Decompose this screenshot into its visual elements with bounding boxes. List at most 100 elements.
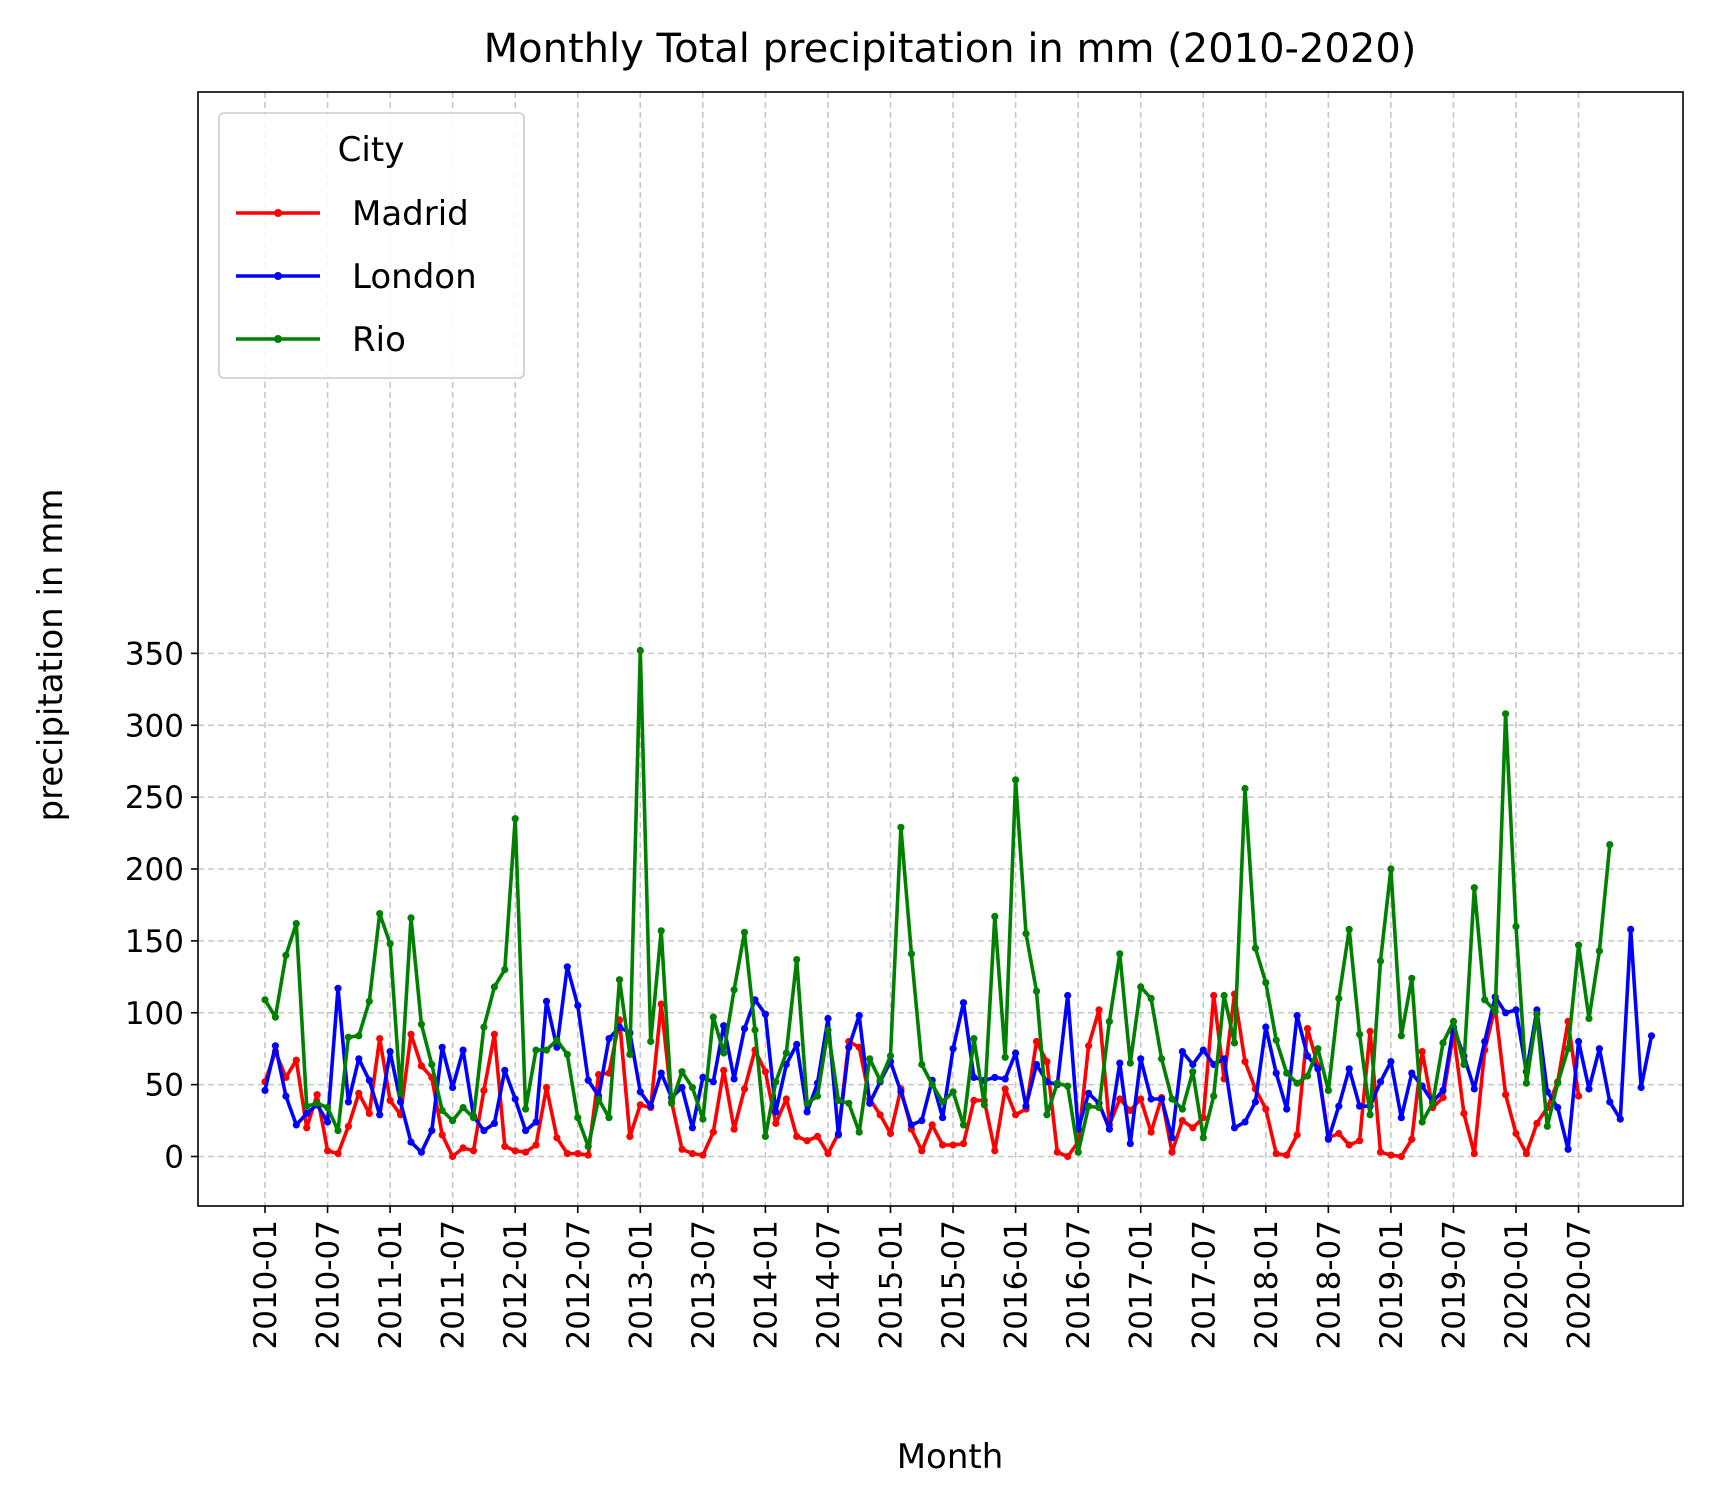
- data-point: [1053, 1079, 1061, 1087]
- data-point: [1439, 1039, 1447, 1047]
- data-point: [1251, 944, 1259, 952]
- data-point: [1470, 1085, 1478, 1093]
- data-point: [1335, 1129, 1343, 1138]
- series-layer: [261, 646, 1656, 1161]
- data-point: [991, 1147, 999, 1155]
- x-tick-label: 2020-01: [1499, 1220, 1535, 1350]
- data-point: [1533, 1119, 1541, 1127]
- data-point: [1470, 1150, 1478, 1158]
- data-point: [636, 1088, 644, 1096]
- data-point: [803, 1099, 811, 1107]
- data-point: [959, 1140, 968, 1148]
- y-tick-label: 300: [125, 708, 184, 744]
- data-point: [866, 1055, 874, 1063]
- data-point: [959, 1121, 968, 1129]
- data-point: [553, 1134, 561, 1142]
- data-point: [334, 984, 342, 992]
- data-point: [1397, 1114, 1405, 1122]
- data-point: [1345, 1141, 1353, 1149]
- data-point: [876, 1111, 884, 1119]
- data-point: [1116, 1095, 1124, 1103]
- data-point: [751, 1026, 759, 1034]
- data-point: [1053, 1148, 1061, 1156]
- data-point: [720, 1066, 728, 1074]
- x-tick-label: 2010-01: [248, 1220, 284, 1350]
- data-point: [657, 1069, 665, 1077]
- data-point: [1126, 1106, 1134, 1115]
- data-point: [511, 1147, 519, 1155]
- data-point: [772, 1078, 780, 1086]
- data-point: [334, 1150, 342, 1158]
- x-tick-label: 2012-07: [561, 1220, 597, 1350]
- data-point: [1502, 1009, 1510, 1017]
- data-point: [1491, 1007, 1499, 1015]
- data-point: [939, 1098, 947, 1106]
- data-point: [396, 1098, 405, 1106]
- data-point: [678, 1145, 686, 1153]
- data-point: [949, 1045, 957, 1053]
- data-point: [907, 1121, 916, 1129]
- data-point: [605, 1035, 613, 1043]
- data-point: [1314, 1045, 1322, 1053]
- data-point: [532, 1118, 540, 1126]
- x-tick-label: 2013-01: [623, 1220, 659, 1350]
- data-point: [1022, 930, 1030, 938]
- data-point: [1606, 841, 1614, 849]
- data-point: [1168, 1095, 1176, 1103]
- data-point: [897, 823, 905, 831]
- data-point: [959, 999, 968, 1007]
- data-point: [365, 997, 373, 1005]
- data-point: [417, 1062, 425, 1070]
- x-tick-label: 2019-01: [1374, 1220, 1410, 1350]
- data-point: [407, 1138, 415, 1146]
- data-point: [1356, 1030, 1364, 1038]
- legend-marker: [274, 335, 282, 343]
- data-point: [1595, 947, 1603, 955]
- data-point: [428, 1127, 436, 1135]
- data-point: [1533, 1010, 1541, 1018]
- data-point: [949, 1088, 957, 1096]
- data-point: [1126, 1059, 1134, 1067]
- data-point: [407, 1030, 415, 1038]
- data-point: [417, 1020, 425, 1028]
- data-point: [1116, 950, 1124, 958]
- data-point: [563, 1050, 571, 1058]
- data-point: [1460, 1060, 1468, 1069]
- data-point: [1001, 1053, 1009, 1061]
- data-point: [824, 1026, 832, 1034]
- data-point: [511, 815, 519, 823]
- data-point: [553, 1036, 561, 1044]
- data-point: [730, 1125, 738, 1133]
- data-point: [1262, 979, 1270, 987]
- data-point: [292, 1121, 300, 1129]
- data-point: [396, 1089, 405, 1097]
- data-point: [324, 1104, 332, 1112]
- data-point: [1595, 1045, 1603, 1053]
- data-point: [1439, 1086, 1447, 1094]
- data-point: [1554, 1079, 1562, 1087]
- data-point: [1575, 1092, 1583, 1100]
- data-point: [1230, 1124, 1239, 1132]
- data-point: [845, 1043, 853, 1051]
- chart-title: Monthly Total precipitation in mm (2010-…: [484, 26, 1417, 72]
- data-point: [1293, 1131, 1301, 1139]
- data-point: [709, 1013, 717, 1021]
- data-point: [324, 1118, 332, 1126]
- data-point: [1502, 710, 1510, 718]
- data-point: [761, 1068, 770, 1076]
- data-point: [1345, 1065, 1353, 1073]
- data-point: [1272, 1069, 1280, 1077]
- data-point: [386, 1096, 394, 1104]
- data-point: [1366, 1111, 1374, 1119]
- data-point: [1158, 1095, 1166, 1103]
- data-point: [303, 1124, 311, 1132]
- x-axis: 2010-01 2010-07 2011-01 2011-07 2012-01 2012-…: [248, 1206, 1598, 1350]
- data-point: [949, 1141, 957, 1149]
- data-point: [657, 927, 665, 935]
- data-point: [1387, 1151, 1395, 1159]
- x-tick-label: 2018-01: [1249, 1220, 1285, 1350]
- data-point: [1283, 1069, 1291, 1077]
- data-point: [459, 1104, 467, 1112]
- data-point: [490, 983, 498, 991]
- data-point: [1001, 1075, 1009, 1083]
